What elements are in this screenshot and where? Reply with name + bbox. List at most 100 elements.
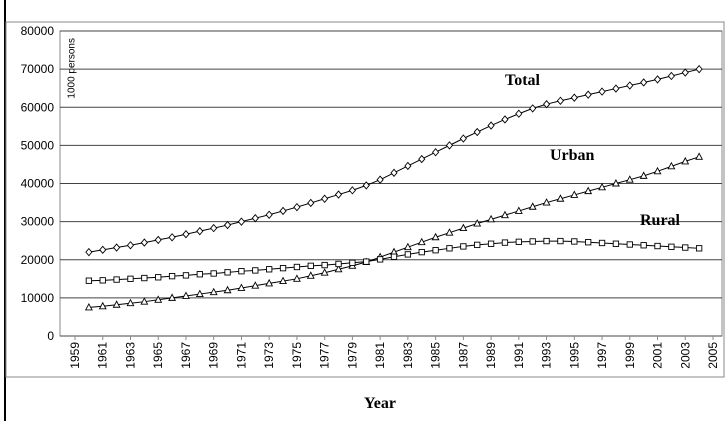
y-tick-label: 50000 xyxy=(21,138,55,152)
x-tick-label: 1999 xyxy=(623,342,637,369)
point xyxy=(403,242,412,251)
point xyxy=(113,276,120,283)
x-tick-label: 1975 xyxy=(290,342,304,369)
point xyxy=(321,194,329,203)
point xyxy=(598,182,606,191)
point xyxy=(348,186,356,195)
point xyxy=(237,217,246,226)
point xyxy=(182,291,190,299)
point xyxy=(625,175,634,183)
x-tick-label: 1989 xyxy=(484,342,498,369)
point xyxy=(210,223,218,233)
point xyxy=(542,198,551,206)
series-label: Rural xyxy=(640,212,681,229)
point xyxy=(293,202,301,212)
point xyxy=(85,247,93,257)
point xyxy=(279,206,287,216)
point xyxy=(459,134,467,143)
point xyxy=(556,194,565,202)
x-tick-label: 1971 xyxy=(234,342,248,369)
x-tick-label: 2005 xyxy=(706,342,720,369)
point xyxy=(612,240,620,247)
point xyxy=(182,230,190,239)
point xyxy=(653,166,662,175)
x-tick-label: 2001 xyxy=(651,342,665,369)
x-tick-label: 1963 xyxy=(123,342,137,369)
point xyxy=(682,244,689,251)
point xyxy=(279,264,287,272)
series-line xyxy=(88,156,700,308)
point xyxy=(487,240,495,247)
point xyxy=(210,270,217,277)
x-tick-label: 1991 xyxy=(512,342,526,369)
point xyxy=(668,243,675,250)
point xyxy=(112,300,121,308)
x-tick-label: 1973 xyxy=(262,342,276,369)
point xyxy=(238,268,245,275)
point xyxy=(209,287,218,296)
series-line xyxy=(88,240,700,282)
point xyxy=(321,261,328,269)
point xyxy=(84,302,93,311)
point xyxy=(557,237,564,245)
y-tick-label: 40000 xyxy=(21,177,55,191)
x-tick-label: 2003 xyxy=(678,342,692,369)
point xyxy=(140,297,149,305)
point xyxy=(168,293,177,301)
point xyxy=(667,71,675,81)
y-tick-label: 70000 xyxy=(21,62,55,76)
chart-frame xyxy=(5,21,725,378)
x-tick-label: 1965 xyxy=(151,342,165,369)
x-tick-label: 1979 xyxy=(345,342,359,369)
point xyxy=(445,228,454,236)
point xyxy=(681,68,689,77)
point xyxy=(432,247,439,254)
point xyxy=(639,171,648,179)
point xyxy=(626,81,634,90)
point xyxy=(196,271,203,278)
point xyxy=(237,283,246,291)
point xyxy=(196,226,204,236)
point xyxy=(363,258,370,265)
y-tick-label: 80000 xyxy=(21,24,55,38)
point xyxy=(556,96,565,105)
point xyxy=(265,278,274,287)
point xyxy=(168,233,176,242)
point xyxy=(640,78,648,87)
point xyxy=(487,214,496,223)
x-tick-label: 1981 xyxy=(373,342,387,369)
point xyxy=(529,238,536,245)
point xyxy=(667,161,676,170)
point xyxy=(376,175,384,184)
point xyxy=(252,267,259,274)
point xyxy=(306,271,315,279)
x-tick-label: 1969 xyxy=(207,342,221,369)
point xyxy=(154,235,162,245)
x-tick-label: 1997 xyxy=(595,342,609,369)
x-tick-label: 1959 xyxy=(68,342,82,369)
point xyxy=(223,285,232,294)
point xyxy=(695,64,703,74)
y-tick-label: 30000 xyxy=(21,215,55,229)
point xyxy=(307,198,315,208)
point xyxy=(501,239,509,246)
y-tick-label: 20000 xyxy=(21,253,55,267)
point xyxy=(376,256,384,263)
point xyxy=(334,190,343,199)
y-tick-label: 0 xyxy=(47,329,54,343)
point xyxy=(99,277,106,284)
point xyxy=(446,245,453,252)
point xyxy=(585,239,592,246)
series xyxy=(85,64,703,257)
point xyxy=(695,245,703,252)
series-label: Total xyxy=(505,72,541,89)
x-axis-label: Year xyxy=(364,395,396,412)
point xyxy=(432,148,440,157)
y-axis-label: 1000 persons xyxy=(66,38,77,99)
point xyxy=(155,274,162,281)
point xyxy=(598,87,606,96)
point xyxy=(626,241,633,248)
x-tick-label: 1987 xyxy=(456,342,470,369)
point xyxy=(653,75,662,84)
